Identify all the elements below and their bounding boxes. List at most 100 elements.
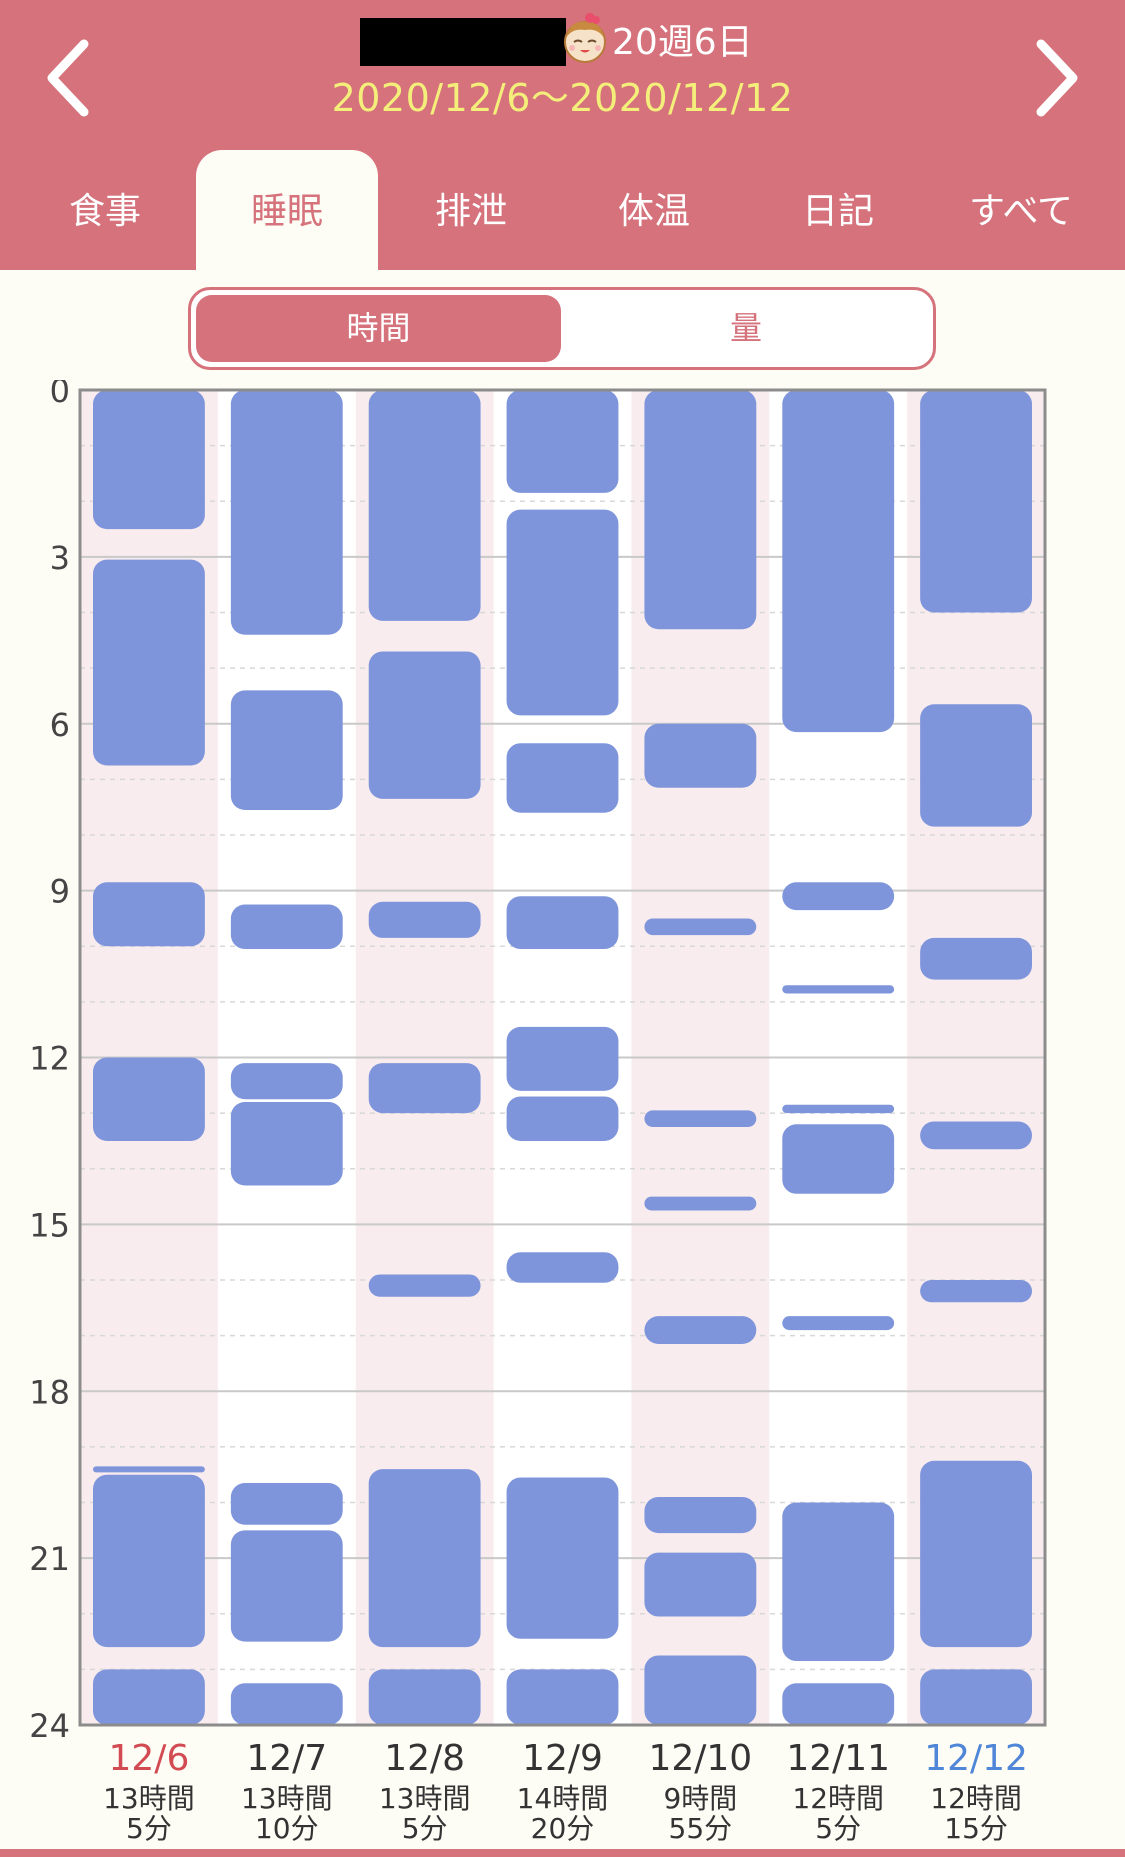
- time-mode-button[interactable]: 時間: [196, 295, 561, 362]
- previous-week-button[interactable]: [40, 38, 110, 118]
- date-label: 12/9: [522, 1738, 603, 1779]
- sleep-bar: [644, 1655, 757, 1725]
- sleep-bar: [782, 1104, 895, 1114]
- sleep-bar: [920, 1280, 1032, 1303]
- sleep-bar: [368, 1274, 481, 1297]
- sleep-bar: [506, 1096, 619, 1141]
- total-minutes-label: 10分: [255, 1812, 319, 1845]
- sleep-bar: [506, 390, 619, 493]
- date-label: 12/11: [786, 1738, 890, 1779]
- next-week-button[interactable]: [1015, 38, 1085, 118]
- sleep-bar: [920, 390, 1032, 613]
- sleep-bar: [644, 1110, 757, 1128]
- y-tick-label: 15: [29, 1206, 70, 1244]
- sleep-bar: [230, 1102, 343, 1186]
- total-minutes-label: 5分: [815, 1812, 861, 1845]
- sleep-bar: [506, 1252, 619, 1283]
- y-tick-label: 9: [50, 873, 70, 911]
- total-hours-label: 9時間: [663, 1782, 737, 1815]
- sleep-bar: [644, 1552, 757, 1617]
- y-tick-label: 18: [29, 1373, 70, 1411]
- sleep-bar: [230, 1530, 343, 1642]
- sleep-bar: [93, 559, 205, 766]
- date-label: 12/12: [924, 1738, 1028, 1779]
- header-bar: 20週6日 2020/12/6〜2020/12/12 食事 睡眠 排泄 体温 日…: [0, 0, 1125, 270]
- sleep-bar: [506, 509, 619, 716]
- sleep-bar: [920, 937, 1032, 980]
- total-minutes-label: 20分: [531, 1812, 595, 1845]
- sleep-bar: [782, 1502, 895, 1662]
- y-tick-label: 0: [50, 380, 70, 410]
- tab-sleep[interactable]: 睡眠: [196, 150, 378, 270]
- sleep-bar: [230, 904, 343, 950]
- sleep-bar: [93, 1057, 205, 1141]
- sleep-bar: [230, 390, 343, 635]
- sleep-bar: [93, 1466, 205, 1473]
- sleep-bar: [644, 918, 757, 936]
- total-hours-label: 13時間: [379, 1782, 471, 1815]
- y-tick-label: 21: [29, 1540, 70, 1578]
- chevron-right-icon: [1036, 39, 1078, 117]
- date-label: 12/7: [246, 1738, 327, 1779]
- sleep-bar: [644, 1196, 757, 1211]
- y-tick-label: 6: [50, 706, 70, 744]
- sleep-bar: [93, 882, 205, 947]
- sleep-bar: [230, 1483, 343, 1525]
- sleep-bar: [782, 390, 895, 733]
- total-hours-label: 12時間: [930, 1782, 1022, 1815]
- date-label: 12/6: [109, 1738, 190, 1779]
- sleep-bar: [506, 1669, 619, 1725]
- date-label: 12/10: [648, 1738, 752, 1779]
- baby-age-label: 20週6日: [612, 22, 753, 63]
- y-tick-label: 3: [50, 539, 70, 577]
- sleep-bar: [644, 723, 757, 788]
- tab-excretion[interactable]: 排泄: [434, 191, 507, 232]
- sleep-bar: [368, 1669, 481, 1725]
- sleep-timeline-chart: 0369121518212412/613時間5分12/713時間10分12/81…: [0, 380, 1125, 1857]
- view-mode-toggle: 時間 量: [188, 287, 936, 370]
- total-hours-label: 12時間: [792, 1782, 884, 1815]
- sleep-bar: [782, 1124, 895, 1194]
- tab-all[interactable]: すべて: [968, 191, 1074, 232]
- sleep-bar: [368, 1469, 481, 1648]
- sleep-bar: [920, 1460, 1032, 1648]
- y-tick-label: 12: [29, 1040, 70, 1078]
- sleep-bar: [644, 390, 757, 630]
- total-hours-label: 14時間: [517, 1782, 609, 1815]
- sleep-bar: [506, 1026, 619, 1091]
- sleep-bar: [230, 1063, 343, 1100]
- sleep-bar: [368, 390, 481, 621]
- total-minutes-label: 5分: [402, 1812, 448, 1845]
- sleep-bar: [644, 1316, 757, 1344]
- sleep-bar: [93, 390, 205, 530]
- tab-meal[interactable]: 食事: [68, 191, 141, 232]
- total-hours-label: 13時間: [103, 1782, 195, 1815]
- date-label: 12/8: [384, 1738, 465, 1779]
- sleep-bar: [506, 896, 619, 950]
- tab-temperature[interactable]: 体温: [617, 191, 690, 232]
- total-minutes-label: 15分: [944, 1812, 1008, 1845]
- sleep-bar: [230, 1683, 343, 1725]
- sleep-bar: [782, 882, 895, 911]
- sleep-bar: [93, 1474, 205, 1648]
- bottom-accent-bar: [0, 1849, 1125, 1857]
- sleep-bar: [506, 1477, 619, 1639]
- week-date-range: 2020/12/6〜2020/12/12: [331, 76, 794, 120]
- sleep-bar: [93, 1669, 205, 1725]
- sleep-bar: [920, 1669, 1032, 1725]
- sleep-bar: [782, 1316, 895, 1331]
- chevron-left-icon: [47, 39, 89, 117]
- sleep-bar: [368, 901, 481, 938]
- redacted-baby-name: [360, 18, 566, 66]
- amount-mode-button[interactable]: 量: [729, 309, 762, 347]
- tab-diary[interactable]: 日記: [801, 191, 874, 232]
- sleep-bar: [506, 743, 619, 813]
- total-minutes-label: 55分: [669, 1812, 733, 1845]
- sleep-bar: [920, 1121, 1032, 1150]
- y-tick-label: 24: [29, 1707, 70, 1745]
- total-hours-label: 13時間: [241, 1782, 333, 1815]
- sleep-bar: [782, 1683, 895, 1725]
- plot-frame: [78, 388, 1047, 1727]
- total-minutes-label: 5分: [126, 1812, 172, 1845]
- sleep-bar: [230, 690, 343, 810]
